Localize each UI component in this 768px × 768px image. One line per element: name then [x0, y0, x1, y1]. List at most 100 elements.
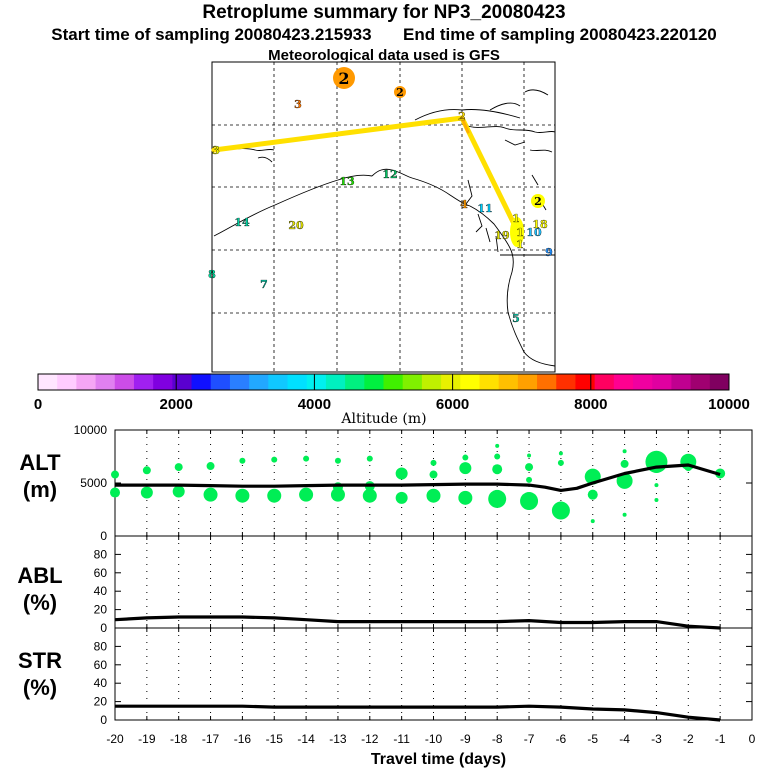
map-label: 9	[545, 246, 553, 259]
data-point	[303, 455, 310, 462]
map-label: 11	[477, 202, 492, 215]
x-tick-label: -14	[297, 732, 315, 746]
colorbar-cell	[709, 374, 730, 390]
map-label: 8	[208, 268, 216, 281]
colorbar-tick-label: 2000	[160, 396, 193, 413]
map-label: 1	[516, 226, 524, 239]
map-label: 20	[288, 219, 304, 232]
data-point	[590, 519, 595, 524]
data-point	[648, 456, 665, 473]
data-point	[557, 459, 564, 466]
data-point	[622, 449, 627, 454]
colorbar-cell	[402, 374, 423, 390]
data-point	[172, 485, 185, 498]
data-point	[330, 487, 345, 502]
colorbar-cell	[460, 374, 480, 390]
data-point	[426, 488, 441, 503]
colorbar-cell	[671, 374, 692, 390]
colorbar-cell	[575, 374, 596, 390]
data-point	[395, 467, 408, 480]
data-point	[494, 453, 501, 460]
data-point	[271, 456, 278, 463]
panel-alt: 0 5000 10000 ALT(m)	[19, 423, 753, 543]
map-frame	[211, 61, 556, 373]
data-point	[239, 457, 246, 464]
data-point	[362, 488, 377, 503]
met-data-label: Meteorological data used is GFS	[268, 47, 500, 64]
colorbar-cell	[172, 374, 193, 390]
map-label: 19	[494, 229, 509, 242]
colorbar-cell	[633, 374, 653, 390]
panel-frame	[114, 535, 753, 629]
y-tick-label: 20	[94, 603, 108, 617]
data-point	[140, 486, 153, 499]
data-point	[525, 463, 534, 472]
time-series-panels: 0500010000ALT(m)020406080ABL(%)020406080…	[17, 423, 755, 768]
colorbar-cell	[498, 374, 519, 390]
data-point	[458, 490, 473, 505]
x-tick-label: -2	[683, 732, 694, 746]
data-point	[430, 459, 437, 466]
y-axis-title: ABL	[17, 563, 62, 588]
x-tick-label: -18	[170, 732, 188, 746]
data-point	[235, 488, 250, 503]
data-point	[299, 487, 314, 502]
end-time-label: End time of sampling 20080423.220120	[403, 25, 717, 44]
colorbar-cell	[95, 374, 116, 390]
colorbar-cell	[345, 374, 365, 390]
colorbar-cell	[76, 374, 97, 390]
start-time-label: Start time of sampling 20080423.215933	[51, 25, 372, 44]
x-tick-label: -15	[266, 732, 284, 746]
x-tick-label: -19	[138, 732, 156, 746]
map-label: 2	[338, 69, 349, 88]
chart-title: Retroplume summary for NP3_20080423	[202, 2, 566, 23]
colorbar-cell	[268, 374, 289, 390]
y-axis-title: ALT	[19, 450, 61, 475]
data-point	[520, 492, 539, 511]
y-tick-label: 0	[100, 621, 107, 635]
map-label: 5	[512, 312, 520, 325]
colorbar-cell	[153, 374, 173, 390]
y-tick-label: 0	[100, 529, 107, 543]
data-point	[174, 463, 183, 472]
colorbar-tick-label: 8000	[574, 396, 607, 413]
data-point	[459, 462, 472, 475]
x-tick-label: -1	[715, 732, 726, 746]
data-point	[111, 470, 119, 479]
colorbar-tick-label: 4000	[298, 396, 331, 413]
colorbar-cell	[364, 374, 384, 390]
colorbar-cell	[652, 374, 672, 390]
colorbar-cell	[690, 374, 711, 390]
data-point	[622, 512, 627, 517]
y-tick-label: 40	[94, 584, 108, 598]
x-tick-label: -16	[234, 732, 252, 746]
y-tick-label: 0	[100, 713, 107, 727]
map-label: 2	[534, 195, 542, 208]
sampling-times: Start time of sampling 20080423.215933 E…	[0, 25, 768, 45]
y-tick-label: 60	[94, 658, 108, 672]
data-point	[495, 443, 500, 448]
y-tick-label: 40	[94, 676, 108, 690]
data-point	[616, 472, 633, 489]
colorbar-cell	[249, 374, 269, 390]
data-point	[267, 488, 282, 503]
x-tick-label: -9	[460, 732, 471, 746]
data-point	[110, 487, 120, 498]
colorbar-tick-label: 6000	[436, 396, 469, 413]
map-label: 4	[460, 198, 468, 211]
y-axis-title: (%)	[23, 590, 57, 615]
y-tick-label: 10000	[74, 423, 108, 437]
series-line	[114, 615, 721, 630]
map-label: 2	[458, 110, 466, 123]
data-point	[142, 466, 151, 475]
map-label: 10	[526, 226, 542, 239]
y-axis-title: STR	[18, 648, 62, 673]
data-point	[587, 489, 598, 500]
data-point	[206, 462, 215, 471]
panel-abl: 0 20 40 60 80 ABL(%)	[17, 535, 753, 635]
colorbar-title: Altitude (m)	[340, 411, 426, 427]
colorbar-cell	[133, 374, 154, 390]
colorbar-cell	[594, 374, 615, 390]
